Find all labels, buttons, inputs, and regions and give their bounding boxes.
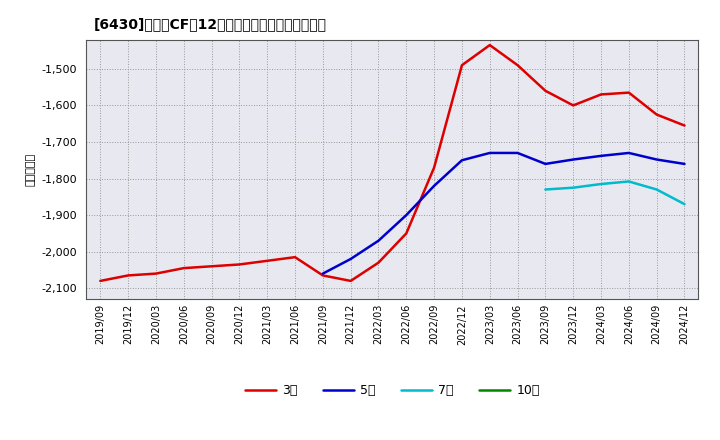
Legend: 3年, 5年, 7年, 10年: 3年, 5年, 7年, 10年 xyxy=(240,379,545,402)
Y-axis label: （百万円）: （百万円） xyxy=(25,153,35,186)
Text: [6430]　投賄CFの12か月移動合計の平均値の推移: [6430] 投賄CFの12か月移動合計の平均値の推移 xyxy=(94,18,327,32)
